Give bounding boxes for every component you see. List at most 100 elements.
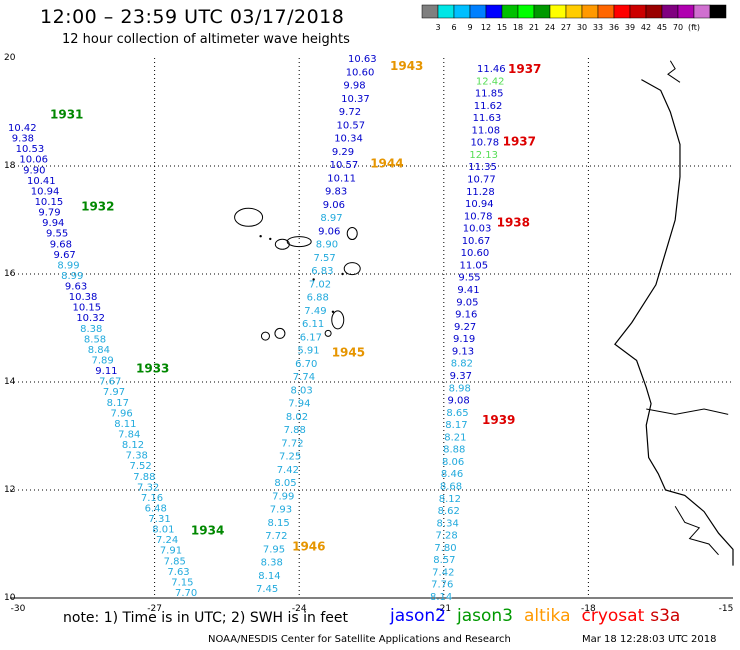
color-swatch [709, 4, 727, 19]
jason2-swh-value: 8.99 [57, 260, 79, 271]
cryosat-swh-value: 9.37 [450, 371, 472, 382]
cryosat-pass-time: 1937 [508, 62, 541, 76]
cryosat-swh-value: 10.94 [465, 199, 494, 210]
cryosat-pass-time: 1939 [482, 413, 515, 427]
altika-swh-value: 6.11 [302, 319, 324, 330]
altika-swh-value: 6.17 [300, 332, 322, 343]
jason2-swh-value: 9.63 [65, 282, 87, 293]
island-outline [324, 329, 332, 337]
jason2-swh-value: 9.94 [42, 218, 64, 229]
jason2-swh-value: 7.85 [164, 556, 186, 567]
jason2-swh-value: 7.38 [126, 451, 148, 462]
cryosat-swh-value: 11.46 [477, 64, 506, 75]
jason2-swh-value: 7.24 [156, 535, 178, 546]
altika-swh-value: 7.45 [256, 584, 278, 595]
altimeter-tracks: 10.429.3810.5310.069.9010.4110.9410.159.… [8, 54, 541, 603]
banc-arguin-coast [667, 60, 681, 83]
altika-swh-value: 8.05 [274, 478, 296, 489]
jason2-swh-value: 8.58 [84, 334, 106, 345]
altika-swh-value: 8.14 [258, 571, 280, 582]
cryosat-swh-value: 8.57 [433, 555, 455, 566]
lat-tick-label: 18 [4, 161, 16, 171]
map-grid [10, 58, 733, 599]
altika-swh-value: 8.03 [291, 385, 313, 396]
lon-tick-label: -21 [436, 604, 451, 614]
lon-tick-label: -15 [719, 604, 734, 614]
altika-pass-time: 1946 [292, 540, 325, 554]
island-outline [346, 227, 358, 240]
jason2-swh-value: 7.88 [133, 472, 155, 483]
altika-swh-value: 7.99 [272, 491, 294, 502]
color-scale-label: 39 [625, 23, 635, 32]
cryosat-swh-value: 10.03 [463, 224, 492, 235]
cryosat-swh-value: 8.88 [443, 445, 465, 456]
altika-pass-time: 1943 [390, 59, 423, 73]
cryosat-pass-time: 1937 [503, 135, 536, 149]
jason2-swh-value: 7.63 [167, 567, 189, 578]
lat-tick-label: 16 [4, 269, 16, 279]
lat-tick-label: 12 [4, 485, 15, 495]
jason2-swh-value: 7.16 [141, 493, 163, 504]
color-scale-label: 45 [657, 23, 667, 32]
lon-tick-label: -24 [292, 604, 307, 614]
color-scale-label: 70 [673, 23, 683, 32]
satellite-legend-altika: altika [524, 606, 571, 626]
satellite-legend-jason2: jason2 [390, 606, 446, 626]
jason2-swh-value: 7.89 [92, 356, 114, 367]
footnote: note: 1) Time is in UTC; 2) SWH is in fe… [63, 610, 349, 626]
jason2-swh-value: 7.97 [103, 387, 125, 398]
color-scale-label: 12 [481, 23, 491, 32]
island-outline [234, 207, 264, 227]
altika-swh-value: 7.88 [284, 425, 306, 436]
altika-swh-value: 7.49 [304, 306, 326, 317]
jason2-swh-value: 7.15 [171, 577, 193, 588]
color-scale-label: 24 [545, 23, 555, 32]
cryosat-swh-value: 8.68 [440, 481, 462, 492]
jason2-pass-time: 1933 [136, 362, 169, 376]
altika-pass-time: 1944 [370, 156, 403, 170]
island-outline [274, 327, 286, 339]
altika-swh-value: 7.74 [293, 372, 315, 383]
cryosat-swh-value: 8.65 [446, 408, 468, 419]
cryosat-swh-value: 8.21 [444, 432, 466, 443]
altika-swh-value: 7.95 [263, 544, 285, 555]
gambia-river [646, 408, 729, 415]
altika-swh-value: 7.94 [288, 399, 310, 410]
altika-swh-value: 5.91 [297, 346, 319, 357]
color-scale-label: 42 [641, 23, 651, 32]
islet [259, 235, 262, 238]
color-scale-label: 15 [497, 23, 507, 32]
altika-swh-value: 10.60 [346, 67, 375, 78]
jason2-swh-value: 10.42 [8, 123, 37, 134]
cryosat-swh-value: 9.27 [454, 322, 476, 333]
cryosat-swh-value: 9.55 [458, 273, 480, 284]
lon-tick-label: -18 [581, 604, 596, 614]
islet [341, 272, 344, 276]
cryosat-swh-value: 7.80 [434, 543, 456, 554]
satellite-legend: jason2 jason3 altika cryosat s3a [390, 606, 691, 626]
cryosat-swh-value: 8.12 [439, 494, 461, 505]
cryosat-swh-value: 9.05 [456, 297, 478, 308]
cryosat-swh-value: 8.14 [430, 592, 452, 603]
islet [312, 278, 315, 281]
lat-tick-label: 14 [4, 377, 16, 387]
jason2-swh-value: 7.84 [118, 429, 140, 440]
color-scale-label: 9 [467, 23, 472, 32]
cryosat-swh-value: 9.13 [452, 346, 474, 357]
cryosat-swh-value: 9.16 [455, 310, 477, 321]
lat-tick-label: 20 [4, 53, 16, 63]
cryosat-swh-value: 10.78 [470, 138, 499, 149]
cryosat-swh-value: 8.06 [442, 457, 464, 468]
island-outline [286, 236, 312, 248]
cryosat-swh-value: 8.82 [451, 359, 473, 370]
color-scale-label: 30 [577, 23, 587, 32]
cryosat-pass-time: 1938 [497, 216, 530, 230]
jason2-pass-time: 1934 [191, 524, 224, 538]
jason2-swh-value: 10.41 [27, 176, 56, 187]
jason2-swh-value: 6.48 [145, 503, 167, 514]
jason2-swh-value: 7.32 [137, 482, 159, 493]
color-scale: 3 6 9 12 15 18 21 24 27 30 33 36 39 42 45 70 (ft) [421, 4, 727, 32]
page-title: 12:00 – 23:59 UTC 03/17/2018 [40, 6, 345, 28]
jason2-swh-value: 8.01 [152, 525, 174, 536]
